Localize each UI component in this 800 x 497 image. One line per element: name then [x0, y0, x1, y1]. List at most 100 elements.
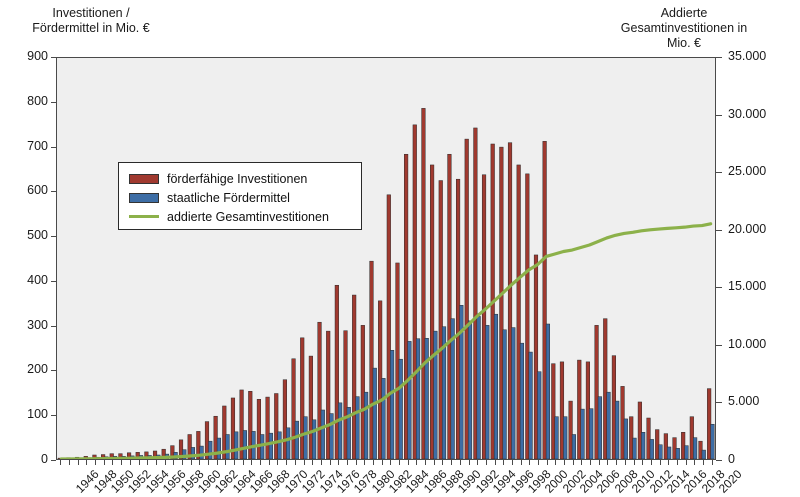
x-axis-tick-mark: [69, 460, 71, 465]
legend-item-investitionen: förderfähige Investitionen: [119, 169, 361, 188]
x-axis-tick-mark: [60, 460, 62, 465]
x-axis-tick-mark: [702, 460, 704, 465]
legend-swatch-investitionen: [129, 173, 159, 184]
x-axis-tick-mark: [303, 460, 305, 465]
x-axis-tick-mark: [668, 460, 670, 465]
x-axis-tick-mark: [286, 460, 288, 465]
right-axis-tick-label: 5.000: [728, 394, 760, 409]
x-axis-tick-mark: [581, 460, 583, 465]
left-axis-tick-mark: [51, 370, 56, 372]
x-axis-tick-mark: [181, 460, 183, 465]
x-axis-tick-mark: [242, 460, 244, 465]
x-axis-tick-mark: [511, 460, 513, 465]
right-axis-tick-mark: [716, 172, 722, 174]
right-axis-tick-mark: [716, 287, 722, 289]
legend-item-kumuliert: addierte Gesamtinvestitionen: [119, 207, 361, 226]
x-axis-tick-mark: [312, 460, 314, 465]
x-axis-tick-mark: [190, 460, 192, 465]
x-axis-tick-mark: [147, 460, 149, 465]
right-axis-tick-label: 15.000: [728, 279, 767, 294]
x-axis-tick-mark: [294, 460, 296, 465]
right-axis-tick-mark: [716, 114, 722, 116]
legend-label-foerdermittel: staatliche Fördermittel: [167, 190, 290, 205]
x-axis-tick-mark: [442, 460, 444, 465]
x-axis-tick-mark: [468, 460, 470, 465]
left-axis-tick-label: 600: [27, 183, 48, 198]
left-axis-tick-label: 500: [27, 228, 48, 243]
right-axis-tick-label: 25.000: [728, 164, 767, 179]
x-axis-tick-mark: [121, 460, 123, 465]
x-axis-tick-mark: [676, 460, 678, 465]
x-axis-tick-mark: [207, 460, 209, 465]
left-axis-tick-label: 0: [41, 452, 48, 466]
legend: förderfähige Investitionen staatliche Fö…: [118, 162, 362, 230]
x-axis-tick-mark: [164, 460, 166, 465]
right-axis-tick-label: 35.000: [728, 49, 767, 63]
x-axis-tick-mark: [95, 460, 97, 465]
legend-swatch-kumuliert: [129, 215, 159, 218]
legend-label-investitionen: förderfähige Investitionen: [167, 171, 308, 186]
right-axis-tick-mark: [716, 402, 722, 404]
left-axis-title: Investitionen / Fördermittel in Mio. €: [32, 6, 150, 35]
x-axis-tick-mark: [329, 460, 331, 465]
left-axis-tick-label: 800: [27, 93, 48, 108]
x-axis-tick-mark: [642, 460, 644, 465]
x-axis-tick-mark: [390, 460, 392, 465]
left-axis-tick-label: 200: [27, 362, 48, 377]
x-axis-tick-mark: [155, 460, 157, 465]
x-axis-tick-mark: [199, 460, 201, 465]
x-axis-tick-mark: [355, 460, 357, 465]
left-axis-tick-mark: [51, 146, 56, 148]
x-axis-tick-mark: [277, 460, 279, 465]
x-axis-tick-mark: [225, 460, 227, 465]
x-axis-tick-mark: [659, 460, 661, 465]
x-axis-tick-mark: [694, 460, 696, 465]
right-axis-tick-label: 30.000: [728, 106, 767, 121]
x-axis-tick-mark: [216, 460, 218, 465]
x-axis-tick-mark: [77, 460, 79, 465]
left-axis-tick-mark: [51, 236, 56, 238]
x-axis-tick-mark: [346, 460, 348, 465]
legend-swatch-foerdermittel: [129, 192, 159, 203]
x-axis-tick-mark: [494, 460, 496, 465]
x-axis-tick-mark: [372, 460, 374, 465]
plot-area: [56, 57, 716, 460]
x-axis-tick-mark: [103, 460, 105, 465]
left-axis-tick-label: 900: [27, 49, 48, 63]
left-axis-tick-mark: [51, 280, 56, 282]
x-axis-tick-mark: [138, 460, 140, 465]
x-axis-tick-mark: [338, 460, 340, 465]
right-axis-tick-mark: [716, 460, 722, 461]
right-axis-tick-mark: [716, 344, 722, 346]
x-axis-tick-mark: [529, 460, 531, 465]
x-axis-tick-mark: [112, 460, 114, 465]
x-axis-tick-mark: [381, 460, 383, 465]
x-axis-tick-mark: [633, 460, 635, 465]
x-axis-tick-mark: [520, 460, 522, 465]
x-axis-tick-mark: [268, 460, 270, 465]
x-axis-tick-mark: [572, 460, 574, 465]
legend-label-kumuliert: addierte Gesamtinvestitionen: [167, 209, 329, 224]
left-axis-tick-mark: [51, 460, 56, 461]
x-axis-tick-mark: [537, 460, 539, 465]
x-axis-tick-mark: [129, 460, 131, 465]
x-axis-tick-mark: [260, 460, 262, 465]
legend-item-foerdermittel: staatliche Fördermittel: [119, 188, 361, 207]
right-axis-tick-label: 0: [728, 452, 735, 466]
x-axis-tick-mark: [650, 460, 652, 465]
x-axis-tick-mark: [598, 460, 600, 465]
x-axis-tick-mark: [711, 460, 713, 465]
x-axis-tick-mark: [546, 460, 548, 465]
x-axis-tick-mark: [364, 460, 366, 465]
left-axis-tick-mark: [51, 325, 56, 327]
left-axis-tick-mark: [51, 57, 56, 58]
right-axis-tick-mark: [716, 229, 722, 231]
x-axis-tick-mark: [320, 460, 322, 465]
x-axis-tick-mark: [555, 460, 557, 465]
plot-canvas: [57, 108, 715, 459]
right-axis-tick-label: 20.000: [728, 221, 767, 236]
x-axis-tick-mark: [86, 460, 88, 465]
right-axis-title: Addierte Gesamtinvestitionen in Mio. €: [620, 6, 748, 50]
left-axis-tick-label: 700: [27, 138, 48, 153]
left-axis-tick-mark: [51, 191, 56, 193]
